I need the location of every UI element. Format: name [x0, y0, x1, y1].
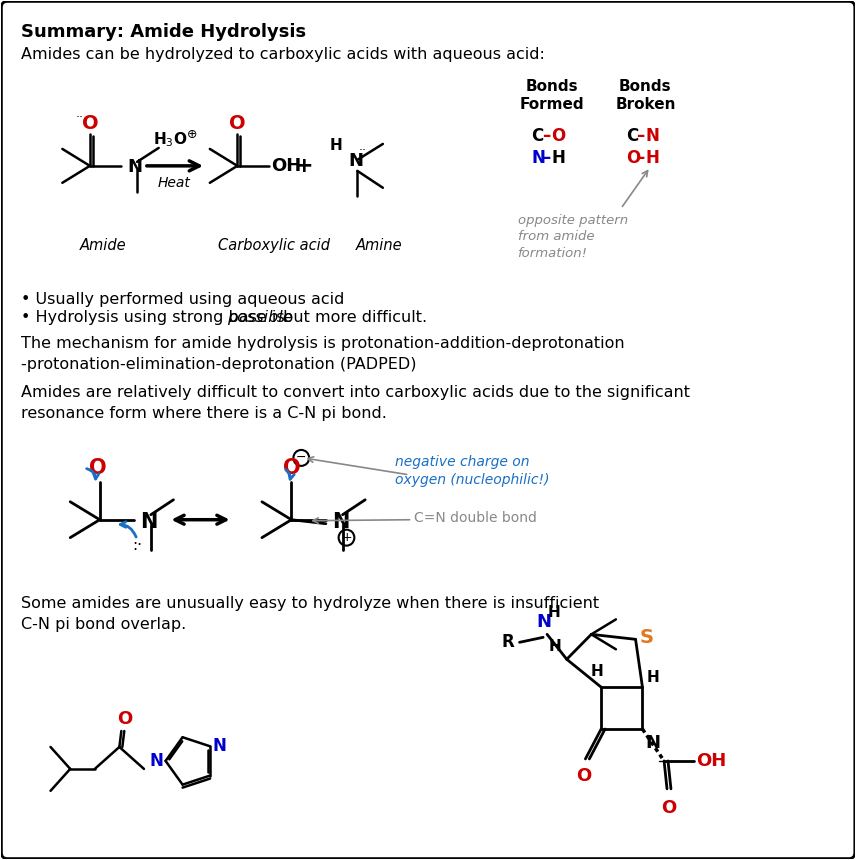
Text: • Usually performed using aqueous acid: • Usually performed using aqueous acid [21, 292, 345, 307]
Text: N: N [348, 152, 364, 170]
Text: opposite pattern
from amide
formation!: opposite pattern from amide formation! [517, 213, 628, 260]
Text: :·: :· [132, 538, 142, 553]
Text: Amides can be hydrolyzed to carboxylic acids with aqueous acid:: Amides can be hydrolyzed to carboxylic a… [21, 47, 545, 62]
Text: Amine: Amine [355, 237, 402, 253]
Text: H: H [551, 149, 565, 167]
Text: possible: possible [227, 310, 293, 325]
Text: N: N [536, 613, 552, 631]
Text: N: N [140, 512, 157, 531]
Text: The mechanism for amide hydrolysis is protonation-addition-deprotonation: The mechanism for amide hydrolysis is pr… [21, 336, 625, 351]
Text: O: O [626, 149, 640, 167]
Text: N: N [531, 149, 545, 167]
Text: O: O [661, 799, 677, 817]
Text: Summary: Amide Hydrolysis: Summary: Amide Hydrolysis [21, 23, 306, 41]
FancyBboxPatch shape [2, 2, 855, 858]
Text: Amides are relatively difficult to convert into carboxylic acids due to the sign: Amides are relatively difficult to conve… [21, 385, 690, 400]
Text: Carboxylic acid: Carboxylic acid [218, 237, 330, 253]
Text: C: C [531, 127, 543, 145]
Text: N: N [212, 737, 226, 755]
Text: N: N [150, 752, 163, 770]
Text: –: – [542, 149, 550, 167]
Text: -protonation-elimination-deprotonation (PADPED): -protonation-elimination-deprotonation (… [21, 357, 417, 372]
Text: OH: OH [696, 752, 727, 770]
Text: O: O [283, 458, 300, 478]
Text: S: S [640, 628, 654, 647]
Text: O: O [229, 114, 246, 133]
Text: N: N [646, 127, 660, 145]
Text: • Hydrolysis using strong base is: • Hydrolysis using strong base is [21, 310, 290, 325]
Text: O: O [575, 767, 591, 785]
Text: C=N double bond: C=N double bond [414, 511, 537, 525]
Text: N: N [332, 512, 349, 531]
Text: N: N [646, 734, 661, 752]
Text: O: O [551, 127, 565, 145]
Text: H$_3$O: H$_3$O [154, 130, 187, 149]
Text: H: H [646, 149, 660, 167]
Text: R: R [502, 633, 515, 651]
Text: –: – [636, 127, 645, 145]
Text: H: H [549, 639, 562, 654]
Text: Some amides are unusually easy to hydrolyze when there is insufficient: Some amides are unusually easy to hydrol… [21, 597, 599, 611]
Text: negative charge on
oxygen (nucleophilic!): negative charge on oxygen (nucleophilic!… [395, 455, 549, 488]
Text: resonance form where there is a C-N pi bond.: resonance form where there is a C-N pi b… [21, 406, 387, 421]
Text: O: O [82, 114, 98, 133]
Text: C: C [626, 127, 638, 145]
Text: Bonds
Broken: Bonds Broken [615, 79, 675, 112]
Text: ⊕: ⊕ [187, 128, 197, 141]
Text: –: – [636, 149, 645, 167]
Text: Bonds
Formed: Bonds Formed [520, 79, 584, 112]
Text: but more difficult.: but more difficult. [278, 310, 427, 325]
Text: –: – [542, 127, 550, 145]
Text: N: N [128, 158, 142, 175]
Text: ··: ·· [76, 112, 84, 125]
Text: Heat: Heat [158, 175, 191, 190]
Text: ··: ·· [358, 144, 366, 157]
Text: H: H [548, 605, 561, 620]
Text: −: − [296, 452, 306, 464]
Text: O: O [89, 458, 107, 478]
Text: OH: OH [271, 157, 301, 175]
Text: O: O [116, 710, 132, 728]
Text: Amide: Amide [80, 237, 127, 253]
Text: H: H [330, 138, 343, 153]
Text: +: + [341, 531, 352, 544]
Text: H: H [591, 664, 603, 679]
Text: +: + [295, 156, 313, 175]
Text: H: H [647, 670, 659, 685]
Text: C-N pi bond overlap.: C-N pi bond overlap. [21, 617, 187, 632]
